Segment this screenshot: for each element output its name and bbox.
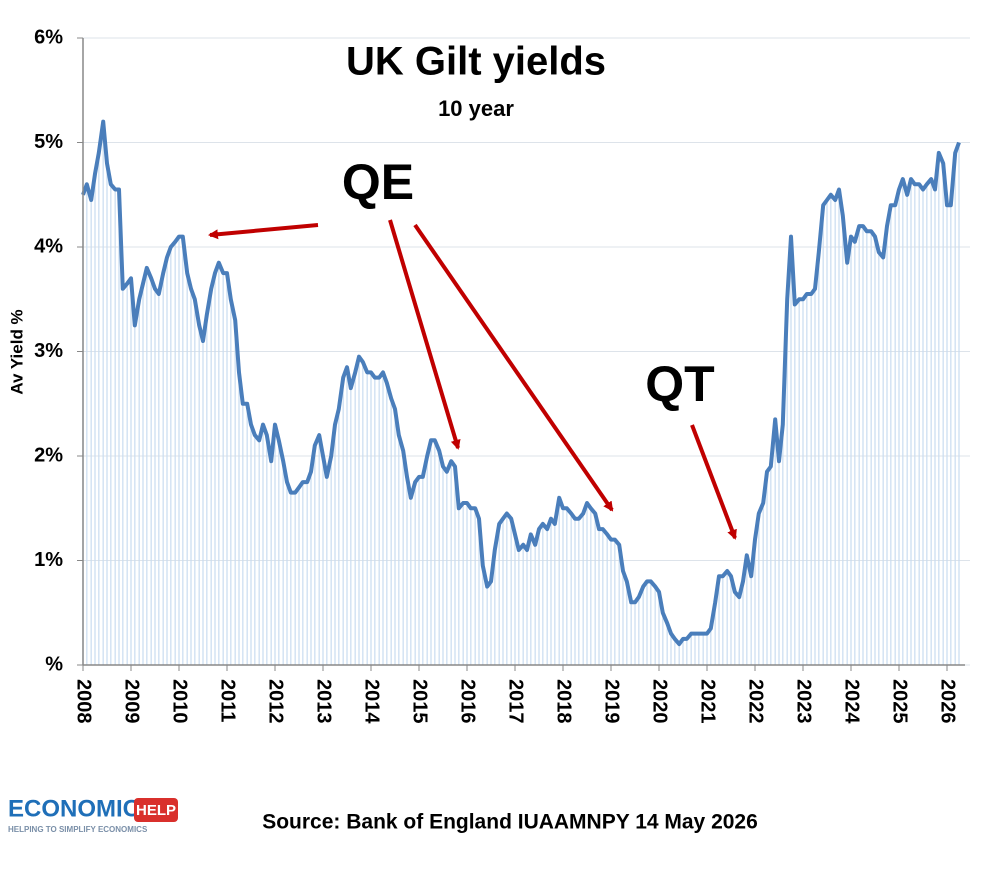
logo: ECONOMICS HELP HELPING TO SIMPLIFY ECONO… xyxy=(8,795,178,834)
arrow xyxy=(388,219,461,450)
x-tick-label: 2008 xyxy=(73,679,95,724)
y-axis-label: Av Yield % xyxy=(7,309,26,394)
x-tick-label: 2025 xyxy=(889,679,911,724)
y-tick-label: 5% xyxy=(34,131,63,153)
y-tick-label: 4% xyxy=(34,235,63,257)
y-tick-label: 1% xyxy=(34,549,63,571)
x-tick-label: 2014 xyxy=(361,679,383,724)
logo-text: ECONOMICS xyxy=(8,795,156,822)
annotation: QT xyxy=(645,356,714,412)
x-tick-label: 2019 xyxy=(601,679,623,724)
chart-subtitle: 10 year xyxy=(438,96,514,121)
y-tick-label: % xyxy=(45,653,63,675)
x-tick-label: 2011 xyxy=(217,679,239,722)
x-tick-label: 2017 xyxy=(505,679,527,724)
x-tick-label: 2022 xyxy=(745,679,767,724)
x-tick-label: 2009 xyxy=(121,679,143,724)
source: Source: Bank of England IUAAMNPY 14 May … xyxy=(262,811,758,834)
x-tick-label: 2021 xyxy=(697,679,719,724)
arrows xyxy=(208,219,737,540)
chart-title: UK Gilt yields xyxy=(346,40,606,84)
x-tick-label: 2026 xyxy=(937,679,959,724)
line xyxy=(81,119,961,647)
x-tick-label: 2010 xyxy=(169,679,191,724)
x-tick-label: 2012 xyxy=(265,679,287,724)
y-tick-label: 3% xyxy=(34,340,63,362)
annotation: QE xyxy=(342,154,414,210)
arrow xyxy=(413,223,614,512)
x-tick-label: 2020 xyxy=(649,679,671,724)
x-tick-label: 2016 xyxy=(457,679,479,724)
x-tick-label: 2013 xyxy=(313,679,335,724)
plot-area xyxy=(81,37,970,666)
arrow xyxy=(208,223,319,240)
x-tick-label: 2024 xyxy=(841,679,863,724)
logo-tagline: HELPING TO SIMPLIFY ECONOMICS xyxy=(8,825,148,834)
arrow xyxy=(690,424,737,540)
x-tick-label: 2023 xyxy=(793,679,815,724)
x-tick-label: 2018 xyxy=(553,679,575,724)
logo-tag: HELP xyxy=(136,802,176,819)
y-tick-label: 2% xyxy=(34,444,63,466)
y-tick-label: 6% xyxy=(34,26,63,48)
logo-tag-bg xyxy=(134,798,178,822)
x-tick-label: 2015 xyxy=(409,679,431,724)
